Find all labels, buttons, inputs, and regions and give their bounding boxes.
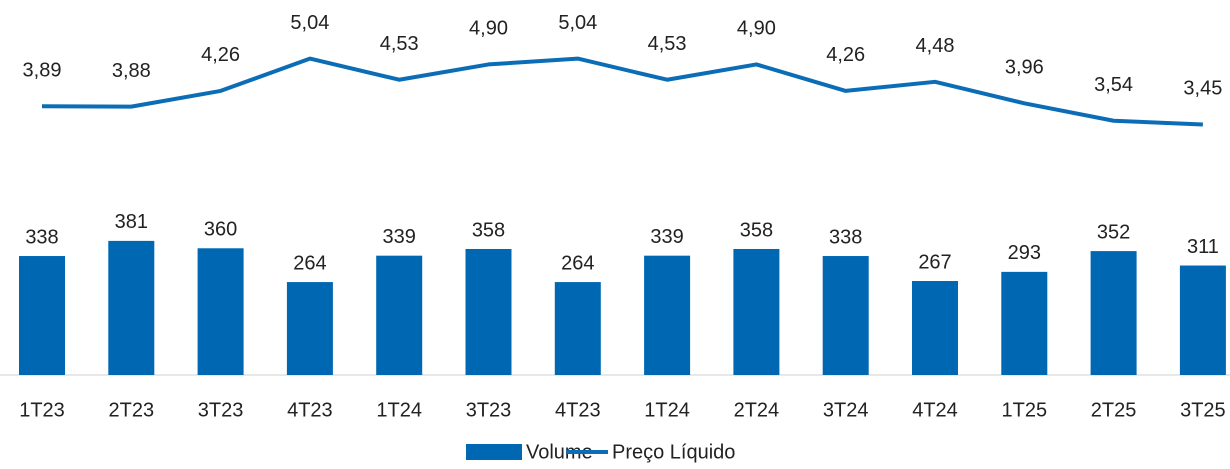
x-tick-label: 3T23 — [198, 399, 244, 421]
x-tick-label: 3T25 — [1180, 399, 1226, 421]
bar — [197, 248, 244, 375]
data-label: 4,53 — [380, 33, 419, 55]
data-label: 264 — [561, 252, 594, 274]
bar — [465, 248, 512, 375]
data-label: 4,48 — [916, 35, 955, 57]
x-tick-label: 2T24 — [734, 399, 780, 421]
x-tick-label: 3T24 — [823, 399, 869, 421]
x-tick-label: 4T23 — [555, 399, 601, 421]
legend-label: Preço Líquido — [612, 441, 735, 463]
data-label: 3,89 — [23, 60, 62, 82]
x-tick-label: 1T23 — [19, 399, 65, 421]
bar — [912, 281, 958, 375]
bar — [1179, 265, 1226, 375]
data-label: 358 — [472, 219, 505, 241]
x-tick-label: 1T25 — [1002, 399, 1048, 421]
data-label: 338 — [829, 226, 862, 248]
data-label: 3,54 — [1094, 74, 1133, 96]
x-tick-label: 2T23 — [109, 399, 155, 421]
x-tick-label: 2T25 — [1091, 399, 1137, 421]
data-label: 381 — [115, 211, 148, 233]
x-tick-label: 3T23 — [466, 399, 512, 421]
bar — [644, 255, 691, 375]
data-label: 3,88 — [112, 60, 151, 82]
x-tick-label: 1T24 — [376, 399, 422, 421]
data-label: 339 — [650, 226, 683, 248]
x-tick-label: 1T24 — [644, 399, 690, 421]
data-label: 360 — [204, 219, 237, 241]
bar — [822, 256, 869, 375]
data-label: 267 — [918, 251, 951, 273]
bar — [108, 240, 155, 375]
data-label: 338 — [25, 226, 58, 248]
data-label: 311 — [1187, 236, 1219, 258]
data-label: 352 — [1097, 221, 1130, 243]
data-label: 5,04 — [290, 12, 329, 34]
data-label: 3,96 — [1005, 57, 1044, 79]
bar — [554, 282, 601, 375]
legend-swatch — [466, 444, 522, 460]
data-label: 4,26 — [826, 44, 865, 66]
data-label: 4,90 — [737, 18, 776, 40]
bar — [19, 256, 65, 375]
data-label: 4,53 — [648, 33, 687, 55]
legend-label: Volume — [526, 441, 593, 463]
bar — [733, 248, 780, 375]
data-label: 293 — [1008, 242, 1041, 264]
data-label: 5,04 — [558, 12, 597, 34]
data-label: 4,26 — [201, 44, 240, 66]
data-label: 358 — [740, 219, 773, 241]
data-label: 4,90 — [469, 18, 508, 40]
bar — [1001, 271, 1048, 375]
data-label: 264 — [293, 252, 326, 274]
x-tick-label: 4T23 — [287, 399, 333, 421]
line — [41, 56, 1203, 127]
bar — [376, 255, 423, 375]
data-label: 339 — [383, 226, 416, 248]
x-tick-label: 4T24 — [912, 399, 958, 421]
bar — [1090, 251, 1137, 375]
data-label: 3,45 — [1183, 78, 1222, 100]
bar — [286, 282, 333, 375]
